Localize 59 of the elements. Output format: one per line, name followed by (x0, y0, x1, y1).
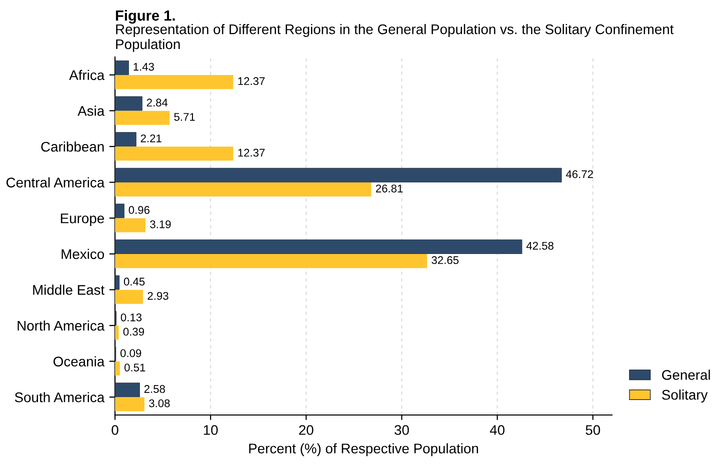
data-label: 46.72 (566, 170, 593, 178)
y-tick-label: Central America (6, 177, 105, 188)
data-label: 2.84 (146, 98, 168, 107)
data-label: 3.08 (149, 399, 170, 408)
bar (115, 397, 144, 412)
y-tick-label: Europe (60, 214, 104, 226)
data-label: 26.81 (376, 184, 403, 192)
bar (115, 132, 136, 147)
x-tick-label: 50 (586, 425, 600, 435)
data-label: 42.58 (526, 242, 554, 250)
data-label: 0.13 (120, 313, 142, 322)
y-tick-label: Africa (69, 70, 105, 80)
bar (115, 254, 428, 268)
y-tick-label: Middle East (33, 284, 104, 295)
bar (115, 168, 562, 182)
bar (115, 60, 129, 75)
data-label: 12.37 (238, 148, 265, 157)
data-label: 0.45 (124, 278, 145, 286)
data-label: 2.21 (140, 134, 162, 142)
bar (115, 218, 146, 232)
chart-title: Figure 1. (116, 10, 175, 24)
bar (115, 110, 170, 125)
y-tick-label: North America (18, 320, 105, 331)
x-tick-label: 20 (299, 425, 314, 435)
data-label: 1.43 (134, 62, 154, 71)
y-tick-label: Caribbean (41, 141, 104, 152)
x-tick-label: 0 (112, 425, 118, 435)
chart-subtitle: Representation of Different Regions in the General Population vs. the Solitary Confinement Population (116, 24, 674, 52)
data-label: 32.65 (432, 256, 459, 264)
data-label: 2.58 (144, 385, 165, 393)
y-tick-label: Oceania (54, 356, 105, 366)
bar (115, 382, 140, 398)
legend-label: Solitary (662, 390, 708, 402)
data-label: 3.19 (150, 220, 171, 228)
x-tick-label: 10 (204, 425, 218, 435)
legend-label: General (662, 370, 710, 380)
data-label: 2.93 (148, 292, 168, 300)
bar (115, 96, 142, 111)
data-label: 0.39 (123, 328, 144, 336)
data-label: 12.37 (238, 77, 265, 86)
data-label: 5.71 (174, 113, 195, 121)
y-tick-label: Asia (78, 106, 105, 116)
data-label: 0.51 (124, 364, 146, 372)
bar (115, 326, 119, 340)
x-axis-title: Percent (%) of Respective Population (249, 443, 478, 456)
y-tick-label: South America (14, 392, 105, 402)
bar (115, 182, 372, 196)
x-tick-label: 30 (394, 425, 409, 435)
bar (115, 361, 120, 376)
bar (115, 240, 522, 254)
bar (115, 275, 120, 290)
bar (115, 290, 144, 304)
bar (115, 146, 234, 161)
bar (115, 75, 234, 90)
y-tick-label: Mexico (62, 248, 104, 260)
data-label: 0.96 (128, 206, 150, 214)
data-label: 0.09 (120, 349, 142, 358)
x-tick-label: 40 (490, 425, 504, 435)
bar (115, 204, 124, 218)
